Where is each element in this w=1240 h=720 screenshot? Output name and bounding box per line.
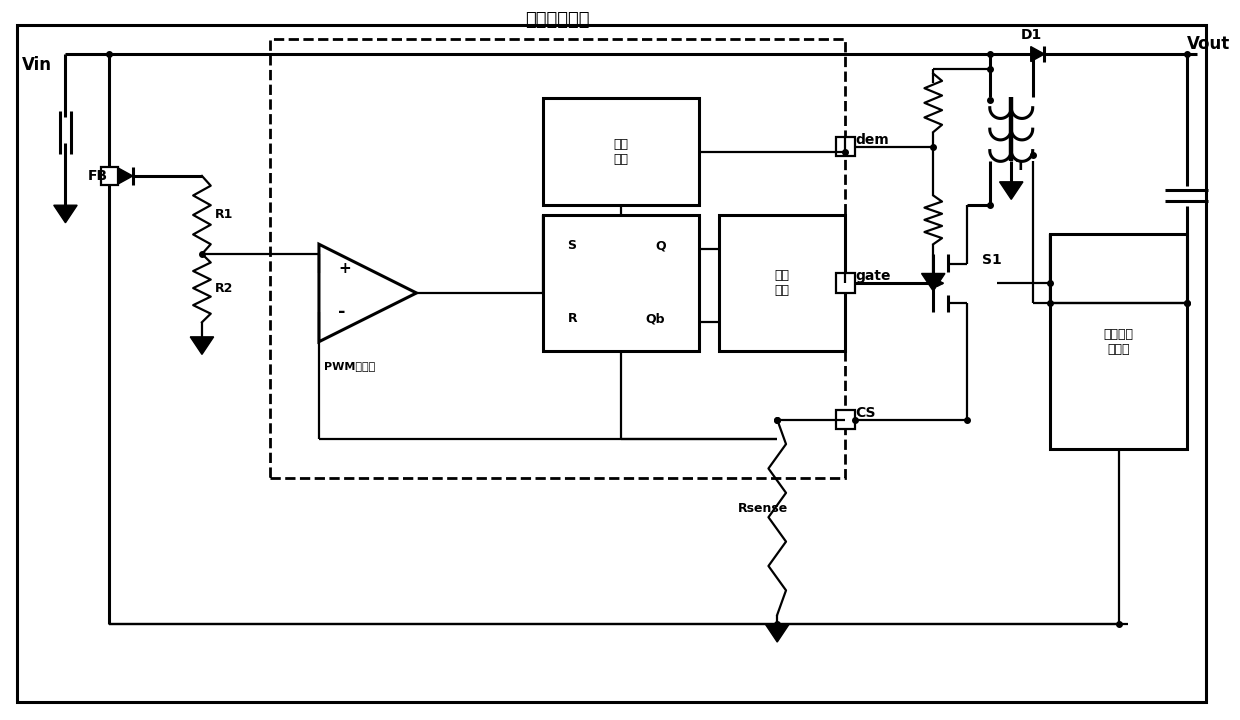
Polygon shape xyxy=(1030,47,1044,62)
Bar xyxy=(836,137,856,156)
Bar xyxy=(836,274,856,293)
Text: S1: S1 xyxy=(982,253,1002,266)
Text: R1: R1 xyxy=(215,209,233,222)
Text: gate: gate xyxy=(856,269,890,283)
Polygon shape xyxy=(53,205,77,222)
Text: 栅极
驱动: 栅极 驱动 xyxy=(775,269,790,297)
Text: D1: D1 xyxy=(1021,29,1043,42)
Text: T: T xyxy=(1016,159,1025,173)
Bar xyxy=(836,410,856,429)
Polygon shape xyxy=(999,182,1023,199)
Bar xyxy=(270,40,846,478)
Text: Vin: Vin xyxy=(21,56,52,74)
Bar xyxy=(543,215,699,351)
Text: Rsense: Rsense xyxy=(738,503,789,516)
Text: R2: R2 xyxy=(215,282,233,294)
Text: 准谐振控制器: 准谐振控制器 xyxy=(526,11,590,29)
Text: +: + xyxy=(339,261,351,276)
Bar xyxy=(1050,235,1187,449)
Text: 退磁
检测: 退磁 检测 xyxy=(614,138,629,166)
Bar xyxy=(543,98,699,205)
Text: Q: Q xyxy=(656,239,666,252)
Text: R: R xyxy=(568,312,578,325)
Polygon shape xyxy=(118,168,133,184)
Text: CS: CS xyxy=(856,406,875,420)
Polygon shape xyxy=(319,244,417,342)
Text: -: - xyxy=(339,303,346,321)
Polygon shape xyxy=(921,274,945,291)
Text: Qb: Qb xyxy=(646,312,665,325)
Text: FB: FB xyxy=(88,169,108,183)
Text: PWM比较器: PWM比较器 xyxy=(324,361,374,371)
Text: Vout: Vout xyxy=(1187,35,1230,53)
Text: 误差放大
与隔离: 误差放大 与隔离 xyxy=(1104,328,1133,356)
Polygon shape xyxy=(190,337,213,354)
Text: dem: dem xyxy=(856,132,889,147)
Polygon shape xyxy=(765,624,789,642)
Bar xyxy=(100,167,118,185)
Bar xyxy=(719,215,846,351)
Text: S: S xyxy=(568,239,577,252)
